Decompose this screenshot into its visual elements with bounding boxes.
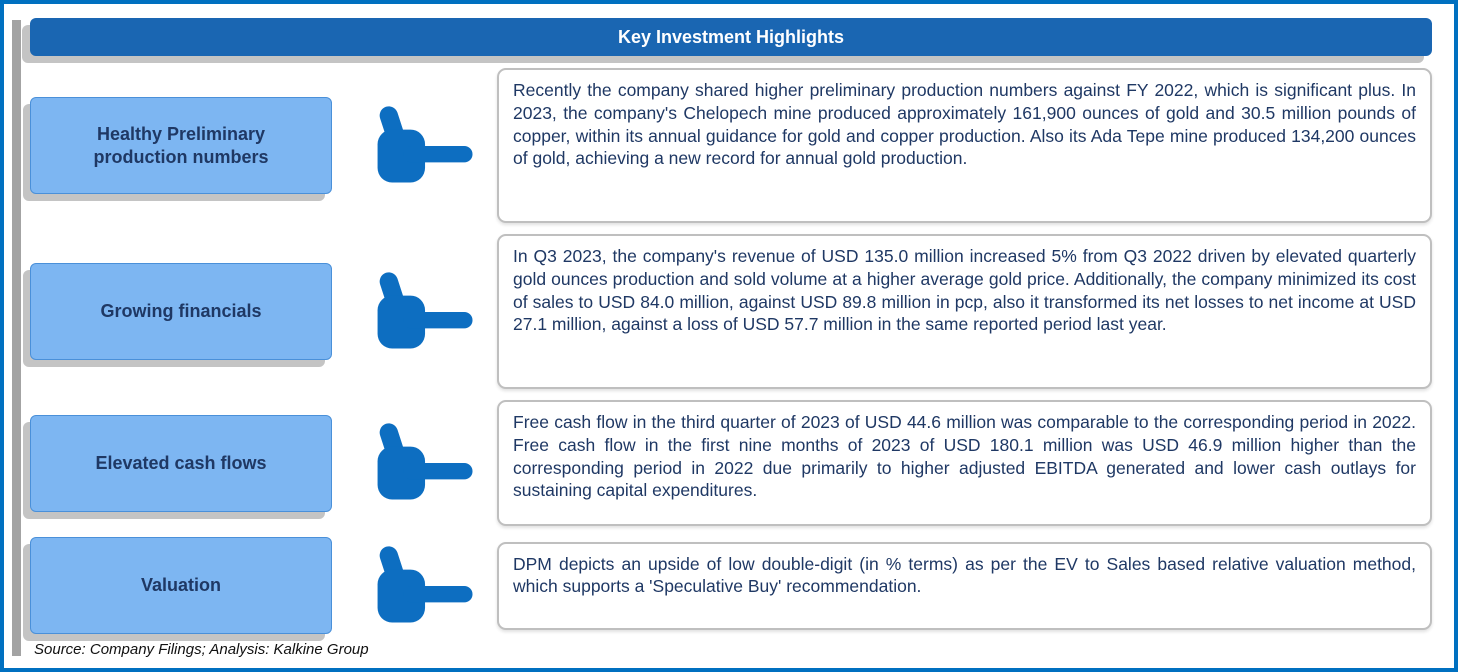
panel-title: Key Investment Highlights	[617, 26, 845, 47]
highlight-text-card: Free cash flow in the third quarter of 2…	[497, 400, 1432, 526]
highlight-text-card: DPM depicts an upside of low double-digi…	[497, 541, 1432, 630]
panel-header: Key Investment Highlights	[30, 18, 1432, 56]
highlight-row-financials: Growing financials In Q3 2023, the compa…	[30, 234, 1432, 389]
highlight-label: Elevated cash flows	[95, 452, 267, 473]
highlight-text: Recently the company shared higher preli…	[513, 80, 1416, 169]
highlight-row-cash-flows: Elevated cash flows Free cash flow in th…	[30, 400, 1432, 526]
highlight-label: Valuation	[140, 575, 221, 596]
pointing-hand-icon	[332, 544, 497, 628]
highlight-label: Growing financials	[100, 301, 262, 322]
highlight-label-box: Elevated cash flows	[30, 414, 332, 512]
highlight-text-card: Recently the company shared higher preli…	[497, 68, 1432, 223]
pointing-hand-icon	[332, 270, 497, 354]
left-shadow-strip	[12, 20, 21, 656]
highlight-text: DPM depicts an upside of low double-digi…	[513, 553, 1416, 597]
highlight-text-card: In Q3 2023, the company's revenue of USD…	[497, 234, 1432, 389]
highlight-label-box: Growing financials	[30, 263, 332, 360]
highlight-row-production: Healthy Preliminary production numbers R…	[30, 68, 1432, 223]
pointing-hand-icon	[332, 421, 497, 505]
highlight-text: Free cash flow in the third quarter of 2…	[513, 412, 1416, 501]
highlight-text: In Q3 2023, the company's revenue of USD…	[513, 246, 1416, 335]
highlight-label-box: Valuation	[30, 537, 332, 634]
highlight-label: Healthy Preliminary production numbers	[93, 124, 269, 167]
highlight-label-box: Healthy Preliminary production numbers	[30, 97, 332, 194]
highlight-rows: Healthy Preliminary production numbers R…	[4, 64, 1454, 634]
source-note: Source: Company Filings; Analysis: Kalki…	[34, 641, 369, 658]
pointing-hand-icon	[332, 104, 497, 188]
highlight-row-valuation: Valuation DPM depicts an upside of low d…	[30, 537, 1432, 634]
